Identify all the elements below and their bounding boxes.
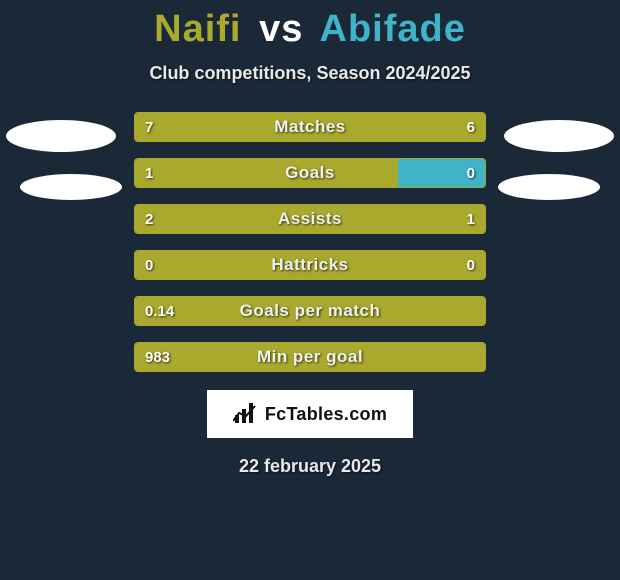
stat-bars: 7Matches61Goals02Assists10Hattricks00.14… — [134, 112, 486, 372]
player1-name: Naifi — [154, 8, 241, 50]
stat-label: Min per goal — [135, 343, 485, 371]
stat-label: Goals per match — [135, 297, 485, 325]
stat-label: Matches — [135, 113, 485, 141]
stat-row: 983Min per goal — [134, 342, 486, 372]
vs-text: vs — [259, 8, 303, 50]
player1-badge-1 — [6, 120, 116, 152]
stat-row: 2Assists1 — [134, 204, 486, 234]
stat-value-right: 0 — [457, 251, 485, 279]
stat-row: 1Goals0 — [134, 158, 486, 188]
date-text: 22 february 2025 — [0, 456, 620, 477]
player2-name: Abifade — [320, 8, 466, 50]
comparison-chart: 7Matches61Goals02Assists10Hattricks00.14… — [0, 112, 620, 372]
stat-value-right: 6 — [457, 113, 485, 141]
branding-text: FcTables.com — [265, 404, 387, 425]
stat-label: Assists — [135, 205, 485, 233]
stat-label: Hattricks — [135, 251, 485, 279]
subtitle: Club competitions, Season 2024/2025 — [0, 63, 620, 84]
stat-value-right — [465, 343, 485, 371]
stat-value-right: 0 — [457, 159, 485, 187]
stat-label: Goals — [135, 159, 485, 187]
player2-badge-2 — [498, 174, 600, 200]
stat-row: 0Hattricks0 — [134, 250, 486, 280]
player1-badge-2 — [20, 174, 122, 200]
stat-value-right: 1 — [457, 205, 485, 233]
stat-row: 7Matches6 — [134, 112, 486, 142]
page-title: Naifi vs Abifade — [0, 0, 620, 51]
stat-value-right — [465, 297, 485, 325]
chart-icon — [233, 403, 259, 425]
player2-badge-1 — [504, 120, 614, 152]
stat-row: 0.14Goals per match — [134, 296, 486, 326]
branding-badge: FcTables.com — [207, 390, 413, 438]
